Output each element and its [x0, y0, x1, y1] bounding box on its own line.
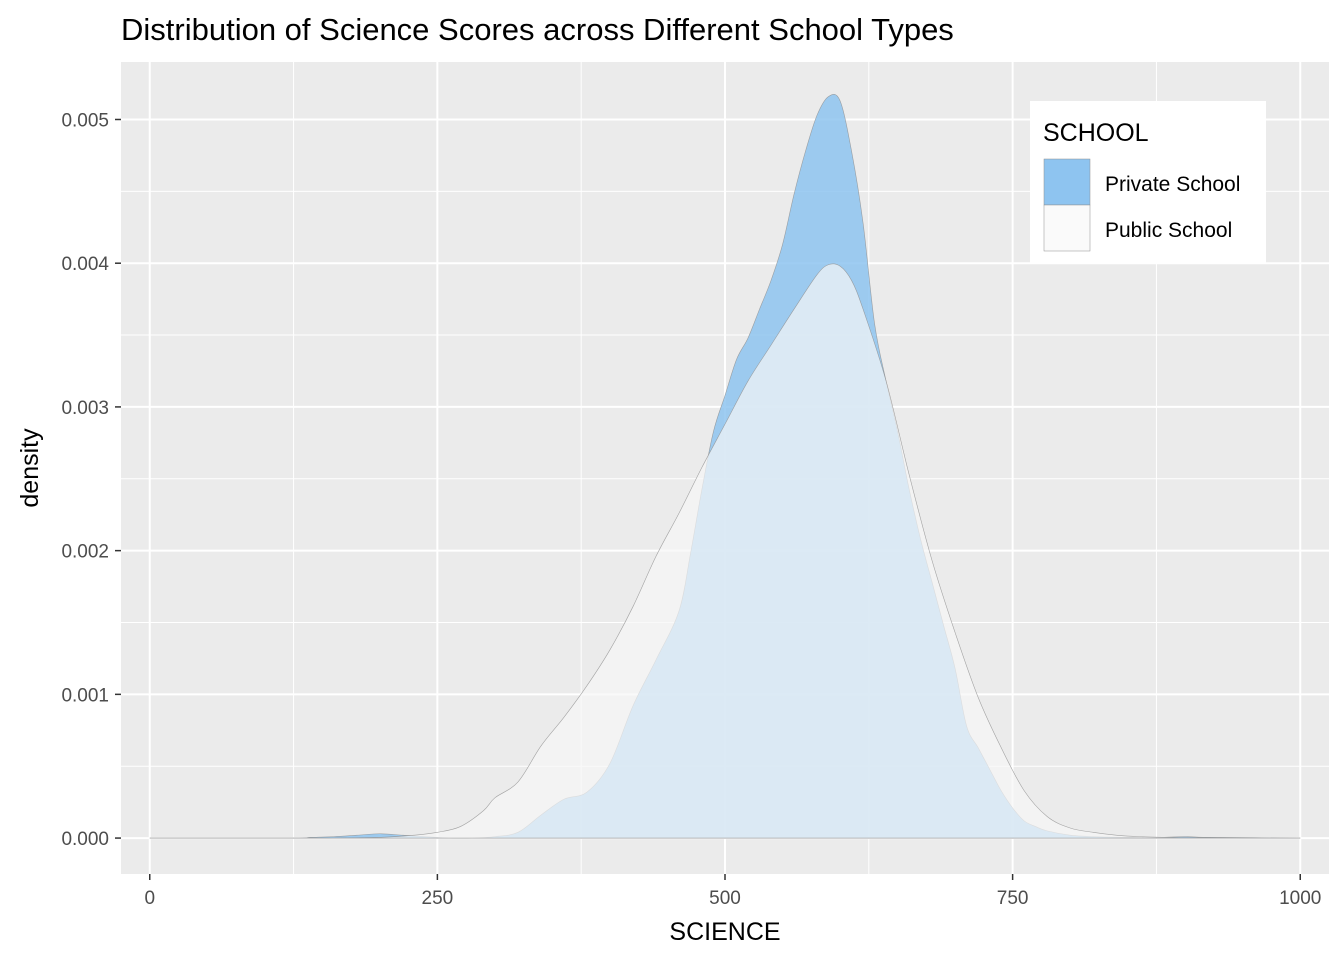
- legend-key-public-school: [1043, 204, 1091, 252]
- y-tick-label: 0.003: [61, 398, 109, 419]
- x-tick-label: 250: [422, 888, 454, 909]
- y-axis: 0.000 0.001 0.002 0.003 0.004 0.005: [61, 110, 121, 850]
- x-tick-label: 0: [144, 888, 155, 909]
- density-areas: [149, 94, 1301, 839]
- legend-key-private-school: [1043, 158, 1091, 206]
- density-area-public-school: [149, 263, 1301, 839]
- x-tick-label: 1000: [1279, 888, 1321, 909]
- y-axis-title: density: [16, 428, 44, 508]
- y-tick-label: 0.000: [61, 829, 109, 850]
- legend-label-public-school: Public School: [1105, 219, 1232, 242]
- legend-label-private-school: Private School: [1105, 173, 1240, 196]
- chart-title: Distribution of Science Scores across Di…: [121, 12, 954, 47]
- y-tick-label: 0.004: [61, 254, 109, 275]
- x-axis-title: SCIENCE: [669, 918, 780, 946]
- legend-title: SCHOOL: [1043, 119, 1149, 147]
- y-tick-label: 0.002: [61, 542, 109, 563]
- x-tick-label: 500: [709, 888, 741, 909]
- x-axis: 0 250 500 750 1000: [144, 874, 1321, 909]
- x-tick-label: 750: [997, 888, 1029, 909]
- legend: SCHOOL Private School Public School: [1030, 101, 1266, 264]
- y-tick-label: 0.005: [61, 110, 109, 131]
- y-tick-label: 0.001: [61, 685, 109, 706]
